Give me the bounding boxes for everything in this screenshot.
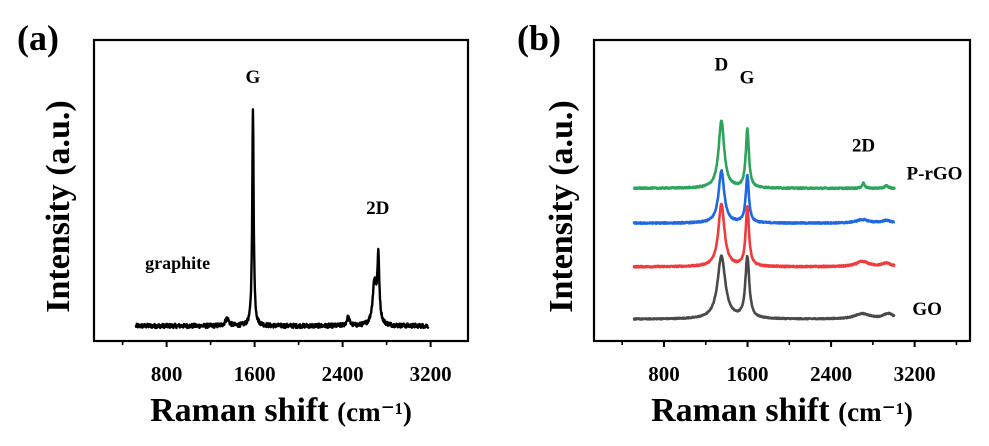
x-tick-label: 800 <box>648 362 680 386</box>
y-axis-label: Intensity (a.u.) <box>40 100 77 313</box>
peak-label: D <box>715 55 729 76</box>
series-label: GO <box>912 299 942 320</box>
x-tick-label: 2400 <box>322 362 364 386</box>
x-axis-label: Raman shift (cm⁻¹) <box>150 392 412 429</box>
panel-a: (a) 800 1600 2400 3200 Raman shift (cm⁻¹) Inte… <box>17 18 470 429</box>
x-axis-label: Raman shift (cm⁻¹) <box>651 392 913 429</box>
y-axis-label: Intensity (a.u.) <box>543 100 580 313</box>
panel-b: (b) 800 1600 2400 3200 Raman shift (cm⁻¹) Inte… <box>517 18 972 429</box>
plot-frame <box>592 38 972 343</box>
x-tick-label: 2400 <box>810 362 852 386</box>
peak-label: G <box>246 67 261 88</box>
panel-label: (b) <box>517 18 561 58</box>
x-tick-label: 3200 <box>894 362 936 386</box>
x-tick-label: 1600 <box>234 362 276 386</box>
series-line-graphite <box>134 108 430 330</box>
x-tick-label: 1600 <box>727 362 769 386</box>
x-tick-label: 3200 <box>410 362 452 386</box>
peak-label: 2D <box>852 136 875 157</box>
series-line-sample-3 <box>632 169 896 226</box>
series-line-go <box>632 254 896 321</box>
peak-label: G <box>740 68 755 89</box>
x-tick-label: 800 <box>151 362 183 386</box>
series-label: graphite <box>145 253 210 273</box>
peak-label: 2D <box>366 198 389 219</box>
series-label: P-rGO <box>907 164 963 185</box>
series-line-sample-2 <box>632 202 896 269</box>
panel-label: (a) <box>17 18 59 58</box>
series-line-p-rgo <box>632 119 896 191</box>
plot-frame <box>92 38 470 343</box>
